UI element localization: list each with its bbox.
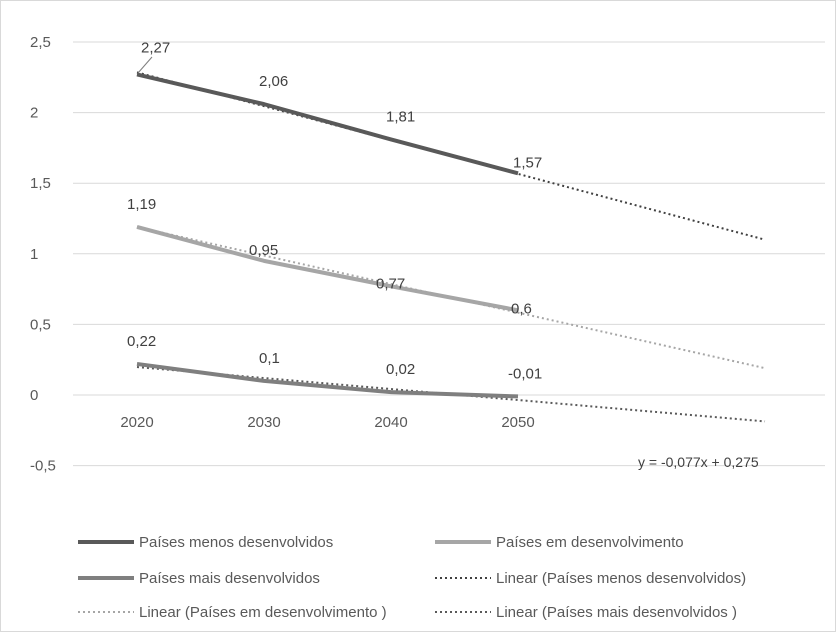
series-lines bbox=[136, 72, 519, 399]
x-tick-label: 2020 bbox=[120, 414, 153, 431]
gridlines bbox=[73, 41, 825, 467]
data-label: -0,01 bbox=[508, 365, 542, 382]
label-leader-line bbox=[137, 56, 153, 74]
y-axis-ticks: -0,5 0 0,5 1 1,5 2 2,5 bbox=[30, 34, 56, 475]
series-line bbox=[136, 72, 519, 176]
y-tick-label: 2 bbox=[30, 105, 38, 122]
legend-label: Países em desenvolvimento bbox=[496, 534, 684, 551]
legend-label: Países menos desenvolvidos bbox=[139, 534, 333, 551]
legend-label: Linear (Países mais desenvolvidos ) bbox=[496, 604, 737, 621]
trendline bbox=[136, 71, 766, 241]
data-label: 2,06 bbox=[259, 73, 288, 90]
legend-label: Linear (Países em desenvolvimento ) bbox=[139, 604, 387, 621]
x-tick-label: 2040 bbox=[374, 414, 407, 431]
series-line bbox=[136, 225, 519, 313]
legend-label: Linear (Países menos desenvolvidos) bbox=[496, 570, 746, 587]
data-label: 1,57 bbox=[513, 154, 542, 171]
series-line bbox=[136, 361, 519, 399]
y-tick-label: 0 bbox=[30, 387, 38, 404]
y-tick-label: 0,5 bbox=[30, 316, 51, 333]
trendline-equation: y = -0,077x + 0,275 bbox=[638, 454, 759, 470]
legend-label: Países mais desenvolvidos bbox=[139, 570, 320, 587]
data-labels: 2,27 2,06 1,81 1,57 1,19 0,95 0,77 0,6 0,22 0,1 0,… bbox=[127, 39, 542, 382]
data-label: 2,27 bbox=[141, 39, 170, 56]
y-tick-label: 1,5 bbox=[30, 175, 51, 192]
data-label: 0,6 bbox=[511, 300, 532, 317]
x-tick-label: 2050 bbox=[501, 414, 534, 431]
data-label: 0,77 bbox=[376, 275, 405, 292]
legend: Países menos desenvolvidos Países em dese… bbox=[78, 534, 746, 621]
y-tick-label: 1 bbox=[30, 246, 38, 263]
data-label: 0,95 bbox=[249, 242, 278, 259]
y-tick-label: -0,5 bbox=[30, 458, 56, 475]
trendlines bbox=[136, 71, 766, 423]
data-label: 0,1 bbox=[259, 350, 280, 367]
data-label: 1,81 bbox=[386, 108, 415, 125]
data-label: 0,22 bbox=[127, 333, 156, 350]
x-axis-ticks: 2020 2030 2040 2050 bbox=[120, 414, 534, 431]
data-label: 0,02 bbox=[386, 361, 415, 378]
x-tick-label: 2030 bbox=[247, 414, 280, 431]
y-tick-label: 2,5 bbox=[30, 34, 51, 51]
data-label: 1,19 bbox=[127, 196, 156, 213]
